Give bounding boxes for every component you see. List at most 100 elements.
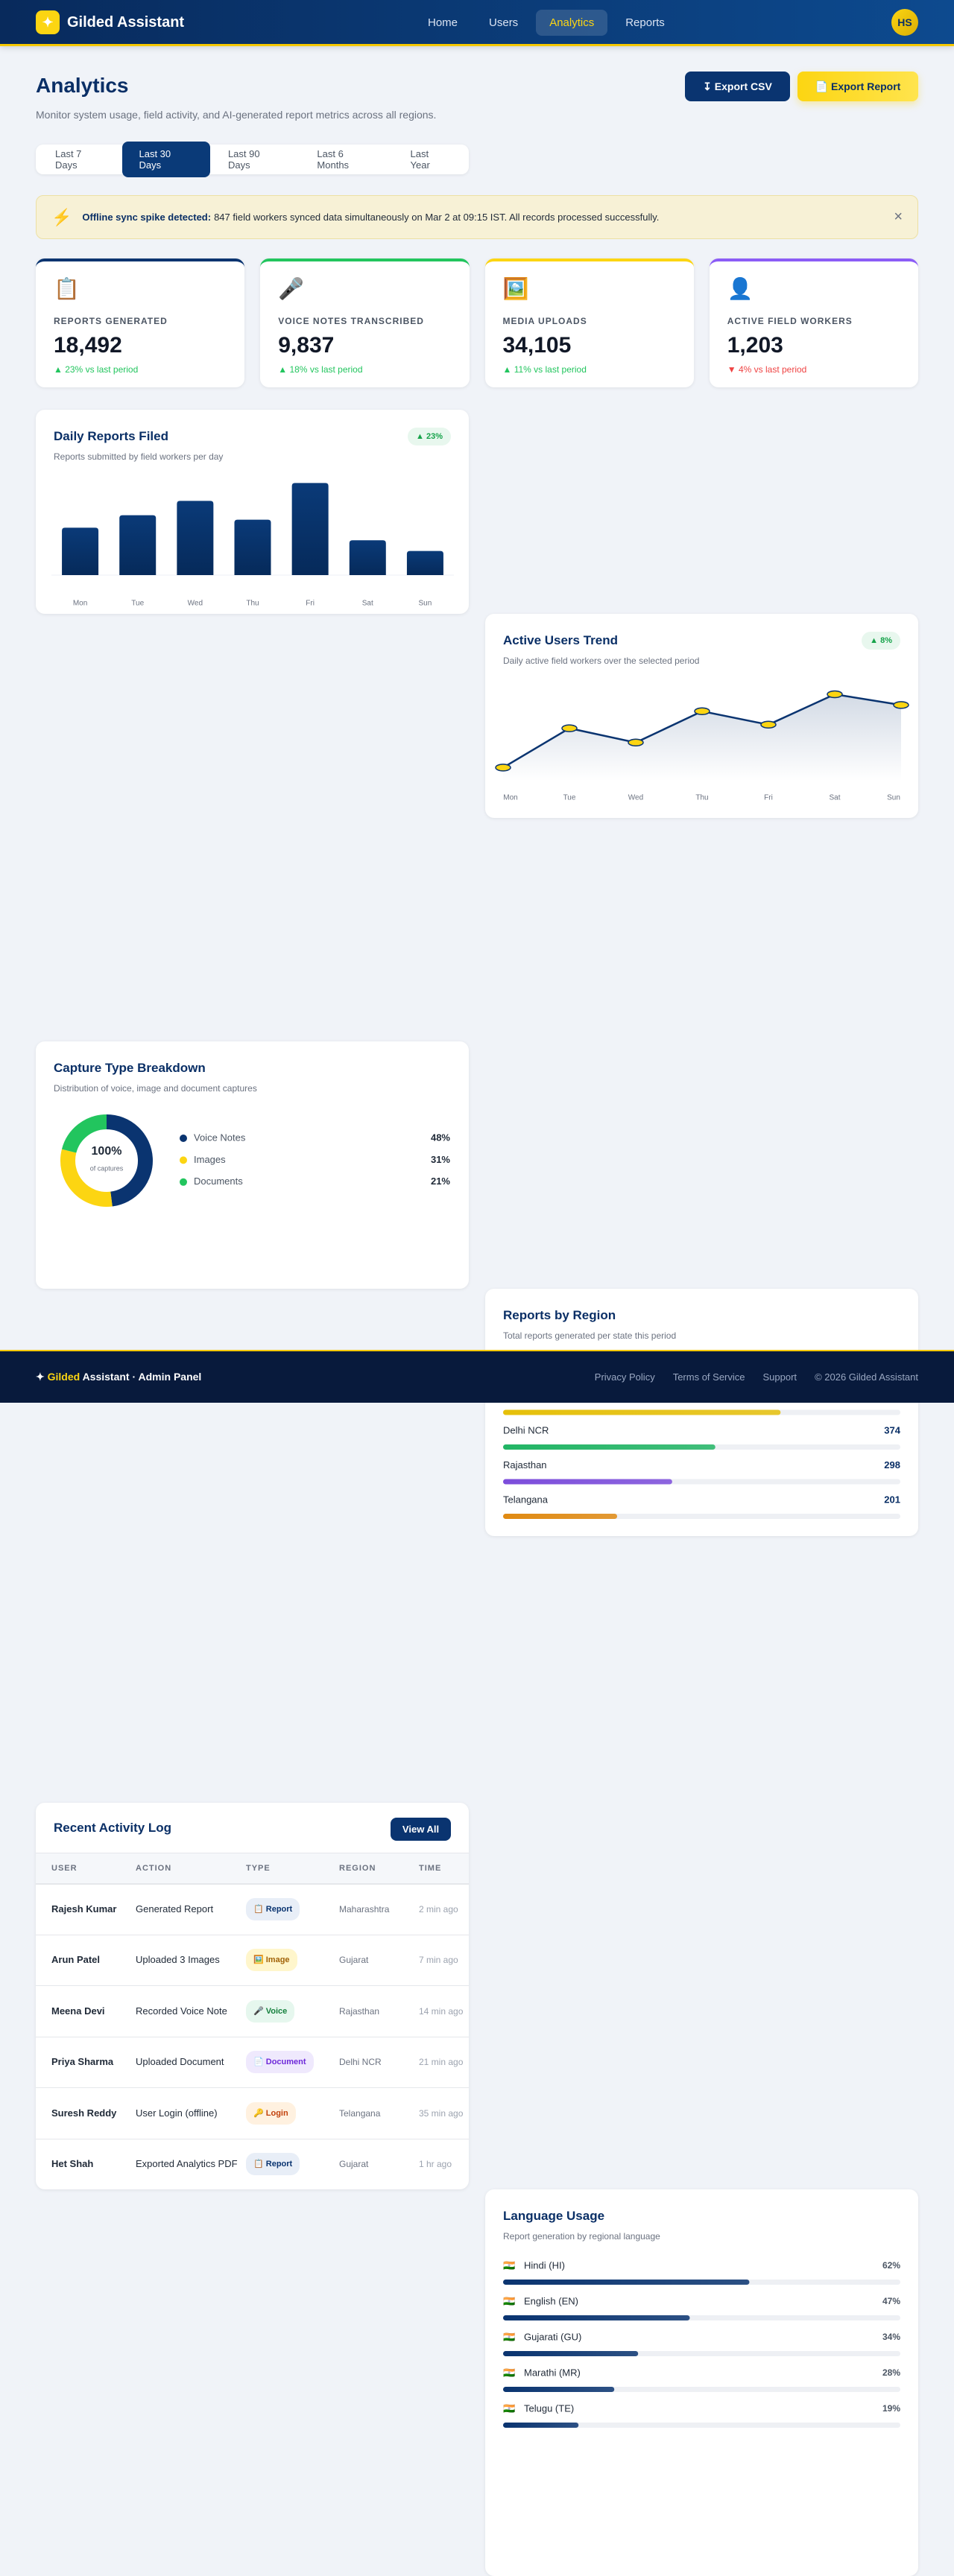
kpi-change: ▲ 23% vs last period	[54, 364, 139, 375]
action-cell: Exported Analytics PDF	[135, 2139, 245, 2189]
time-cell: 1 hr ago	[418, 2139, 469, 2189]
main-nav: Home Users Analytics Reports	[414, 10, 678, 36]
view-all-button[interactable]: View All	[391, 1818, 451, 1841]
kpi-value: 1,203	[727, 333, 783, 358]
bar	[291, 483, 329, 575]
kpi-icon: 👤	[727, 277, 754, 300]
category-label: Telangana	[503, 1494, 549, 1505]
bar	[503, 2387, 615, 2392]
x-tick-label: Sun	[887, 794, 900, 802]
point	[694, 707, 710, 716]
value-label: 62%	[882, 2260, 900, 2271]
category-label: Telugu (TE)	[524, 2402, 574, 2414]
footer-link[interactable]: Support	[762, 1371, 797, 1383]
center-label: 100%	[92, 1145, 122, 1158]
action-cell: Uploaded 3 Images	[135, 1935, 245, 1986]
footer-link[interactable]: Terms of Service	[672, 1371, 745, 1383]
bar	[406, 551, 443, 575]
category-label: Rajasthan	[503, 1459, 547, 1471]
period-tab[interactable]: Last 7 Days	[55, 148, 82, 171]
column-header: TIME	[418, 1853, 469, 1885]
type-cell: 🔑 Login	[245, 2087, 338, 2139]
close-button[interactable]: ×	[894, 209, 903, 225]
top-bar: ✦ Gilded Assistant Home Users Analytics Rep…	[0, 0, 954, 46]
avatar[interactable]: HS	[891, 9, 918, 36]
kpi-value: 9,837	[278, 333, 335, 358]
export-report-button[interactable]: 📄 Export Report	[797, 72, 918, 101]
alert-icon: ⚡	[51, 207, 72, 226]
chart-card: Reports by Region Total reports generated…	[485, 1289, 918, 1536]
chart-plot: Maharashtra612Gujarat489Delhi NCR374Raja…	[503, 1355, 901, 1519]
chart-subtitle: Distribution of voice, image and documen…	[54, 1083, 257, 1094]
header-row: USER ACTION TYPE REGION TIME	[36, 1853, 469, 1885]
chart-card: Language Usage Report generation by regio…	[485, 2189, 918, 2576]
nav-link[interactable]: Analytics	[536, 10, 608, 36]
period-tab[interactable]: Last 6 Months	[317, 148, 350, 171]
bar	[503, 2423, 579, 2428]
bar	[503, 2280, 750, 2285]
bar	[62, 527, 99, 575]
kpi-icon: 🎤	[278, 277, 305, 300]
kpi-label: MEDIA UPLOADS	[502, 316, 587, 326]
kpi-value: 18,492	[54, 333, 122, 358]
period-tab[interactable]: Last Year	[410, 148, 430, 171]
activity-row[interactable]: Suresh Reddy User Login (offline) 🔑 Login T…	[36, 2087, 469, 2139]
type-cell: 🎤 Voice	[245, 1985, 338, 2037]
nav-link[interactable]: Home	[428, 16, 458, 29]
type-badge: 📋 Report	[246, 1898, 300, 1920]
category-label: Marathi (MR)	[524, 2367, 581, 2378]
region-cell: Telangana	[338, 2087, 418, 2139]
activity-row[interactable]: Rajesh Kumar Generated Report 📋 Report Maha…	[36, 1883, 469, 1935]
period-tab[interactable]: Last 30 Days	[122, 142, 210, 177]
brand[interactable]: Gilded Assistant	[67, 14, 185, 31]
chart-subtitle: Total reports generated per state this p…	[503, 1330, 677, 1341]
nav-link[interactable]: Reports	[625, 16, 665, 29]
activity-row[interactable]: Meena Devi Recorded Voice Note 🎤 Voice Raja…	[36, 1985, 469, 2037]
type-badge: 📋 Report	[246, 2153, 300, 2176]
legend-label: Images	[194, 1154, 226, 1165]
chart-title: Active Users Trend	[503, 633, 619, 647]
activity-row[interactable]: Het Shah Exported Analytics PDF 📋 Report Gu…	[36, 2139, 469, 2189]
activity-title: Recent Activity Log	[54, 1821, 172, 1835]
chart-title: Reports by Region	[503, 1308, 616, 1322]
kpi-icon: 📋	[54, 277, 80, 300]
nav-link[interactable]: Users	[489, 16, 519, 29]
chart-title: Capture Type Breakdown	[54, 1061, 206, 1075]
footer-link[interactable]: Privacy Policy	[594, 1371, 655, 1383]
chart-card: Capture Type Breakdown Distribution of vo…	[36, 1041, 469, 1289]
user-cell: Arun Patel	[36, 1935, 135, 1986]
value-label: 48%	[431, 1132, 450, 1143]
trend-badge: ▲ 8%	[862, 632, 900, 650]
export-csv-button[interactable]: ↧ Export CSV	[685, 72, 790, 101]
value-label: 298	[884, 1459, 900, 1471]
value-label: 31%	[431, 1154, 450, 1165]
column-header: REGION	[338, 1853, 418, 1885]
type-badge: 🎤 Voice	[246, 1999, 295, 2023]
column-header: TYPE	[245, 1853, 338, 1885]
logo[interactable]: ✦	[36, 10, 60, 34]
region-cell: Delhi NCR	[338, 2037, 418, 2088]
activity-row[interactable]: Arun Patel Uploaded 3 Images 🖼️ Image Gujar…	[36, 1935, 469, 1986]
alert-title: Offline sync spike detected:	[82, 212, 212, 223]
chart-plot: Mon Tue Wed Thu Fri Sat Sun	[51, 483, 454, 608]
x-tick-label: Fri	[306, 600, 315, 608]
period-tab[interactable]: Last 90 Days	[227, 148, 260, 171]
chart-card: Daily Reports Filed Reports submitted by …	[36, 410, 469, 614]
chart-plot: 🇮🇳 Hindi (HI) 62% 🇮🇳 English (EN) 47% 🇮🇳 Gujara…	[503, 2259, 900, 2428]
activity-row[interactable]: Priya Sharma Uploaded Document 📄 Document D…	[36, 2037, 469, 2088]
column-header: ACTION	[135, 1853, 245, 1885]
x-tick-label: Tue	[131, 600, 144, 608]
value-label: 19%	[882, 2403, 900, 2414]
page-title: Analytics	[36, 74, 129, 97]
kpi-card: 👤 ACTIVE FIELD WORKERS 1,203 ▼ 4% vs last p…	[709, 258, 918, 387]
bar	[349, 540, 386, 575]
kpi-change: ▲ 18% vs last period	[278, 364, 363, 375]
chart-card: Active Users Trend Daily active field wor…	[485, 614, 918, 818]
chart-subtitle: Reports submitted by field workers per d…	[54, 451, 224, 462]
x-tick-label: Wed	[188, 600, 203, 608]
bar	[503, 2351, 639, 2356]
donut-segment	[60, 1149, 113, 1207]
donut-segment	[106, 1114, 153, 1207]
kpi-label: ACTIVE FIELD WORKERS	[727, 316, 853, 326]
